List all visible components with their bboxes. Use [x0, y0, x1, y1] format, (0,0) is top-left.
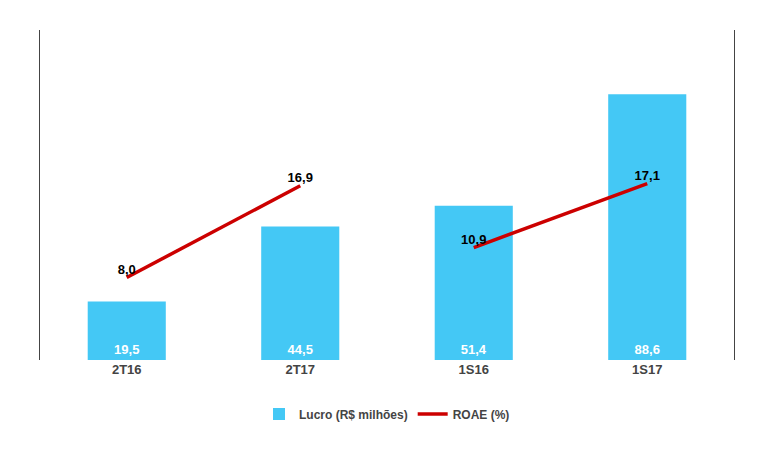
- svg-text:16,9: 16,9: [288, 170, 313, 185]
- svg-text:10,9: 10,9: [461, 232, 486, 247]
- svg-text:44,5: 44,5: [288, 342, 313, 357]
- svg-text:Lucro (R$ milhões): Lucro (R$ milhões): [299, 408, 408, 422]
- svg-text:ROAE (%): ROAE (%): [453, 408, 510, 422]
- svg-text:17,1: 17,1: [635, 168, 660, 183]
- svg-text:8,0: 8,0: [118, 262, 136, 277]
- svg-text:51,4: 51,4: [461, 342, 487, 357]
- svg-text:1S16: 1S16: [459, 362, 489, 377]
- svg-text:2T17: 2T17: [285, 362, 315, 377]
- svg-text:2T16: 2T16: [112, 362, 142, 377]
- svg-text:88,6: 88,6: [635, 342, 660, 357]
- svg-text:1S17: 1S17: [632, 362, 662, 377]
- svg-text:19,5: 19,5: [114, 342, 139, 357]
